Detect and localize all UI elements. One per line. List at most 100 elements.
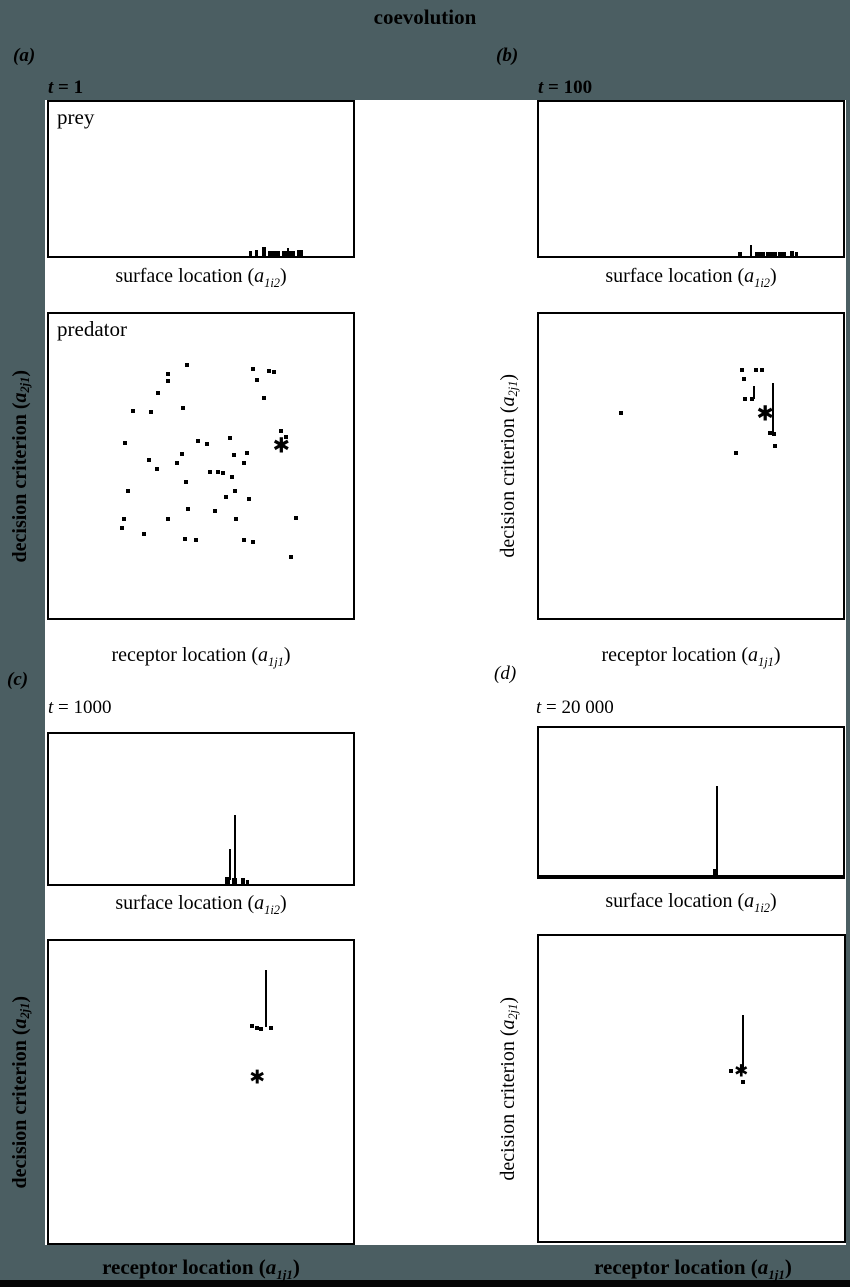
scatter-point	[227, 436, 232, 441]
decision-criterion-label-a: decision criterion (a2j1)	[8, 369, 32, 563]
scatter-point	[183, 479, 188, 484]
histogram-bar	[255, 250, 259, 256]
scatter-point	[241, 461, 246, 465]
panel-a-letter: (a)	[13, 45, 36, 66]
scatter-point	[743, 396, 748, 401]
t-variable: t	[48, 697, 54, 718]
scatter-point	[166, 379, 171, 384]
panel-a-predator-plot: predator ✱	[47, 312, 355, 620]
histogram-bar	[766, 252, 777, 257]
panel-d-predator-plot: ✱	[537, 934, 846, 1243]
surface-location-label-a: surface location (a1i2)	[115, 265, 287, 290]
decision-criterion-label-d: decision criterion (a2j1)	[496, 996, 520, 1181]
scatter-point	[267, 369, 272, 374]
histogram-bar	[262, 247, 267, 256]
histogram-bar	[777, 252, 786, 257]
histogram-bar	[246, 880, 250, 884]
histogram-bar	[750, 245, 753, 256]
panel-c-predator-plot: ✱	[47, 939, 355, 1245]
histogram-bar	[249, 251, 253, 256]
t-value: = 100	[543, 77, 593, 98]
histogram-bar	[240, 878, 246, 884]
scatter-point	[279, 429, 284, 434]
scatter-point	[119, 526, 124, 531]
scatter-point	[221, 471, 226, 475]
receptor-location-label-c: receptor location (a1j1)	[102, 1255, 300, 1283]
surface-location-label-d: surface location (a1i2)	[605, 890, 777, 915]
panel-b-letter: (b)	[496, 45, 519, 66]
scatter-point	[233, 488, 237, 493]
scatter-point	[184, 363, 189, 368]
lineage-line	[265, 969, 268, 1027]
scatter-point	[742, 377, 747, 382]
scatter-point	[272, 370, 277, 375]
scatter-point	[259, 1026, 264, 1031]
scatter-point	[289, 554, 293, 559]
panel-a-time-label: t = 1	[48, 77, 83, 99]
scatter-point	[734, 451, 739, 456]
bottom-black-bar	[0, 1280, 850, 1287]
lineage-line	[753, 386, 755, 399]
scatter-point	[175, 461, 179, 465]
scatter-point	[205, 442, 210, 447]
t-variable: t	[48, 77, 54, 98]
panel-c-prey-plot	[47, 732, 355, 886]
panel-a-prey-plot: prey	[47, 100, 355, 258]
target-star-icon: ✱	[756, 401, 774, 426]
scatter-point	[293, 516, 298, 521]
predator-label: predator	[57, 317, 127, 341]
scatter-point	[250, 1023, 255, 1028]
decision-criterion-label-b: decision criterion (a2j1)	[496, 374, 520, 558]
scatter-point	[269, 1026, 274, 1030]
receptor-location-label-d: receptor location (a1j1)	[594, 1255, 792, 1283]
panel-c-letter: (c)	[7, 669, 29, 690]
panel-b-prey-plot	[537, 100, 845, 258]
scatter-point	[254, 1026, 259, 1030]
scatter-point	[750, 396, 755, 401]
scatter-point	[149, 409, 154, 414]
scatter-point	[261, 395, 266, 400]
panel-d-prey-plot	[537, 726, 845, 879]
target-star-icon: ✱	[734, 1061, 749, 1082]
t-value: = 1	[53, 77, 84, 98]
histogram-bar	[224, 877, 231, 885]
scatter-point	[121, 517, 126, 522]
lineage-line	[771, 383, 774, 433]
scatter-point	[254, 378, 259, 383]
scatter-point	[754, 368, 759, 373]
receptor-location-label-a: receptor location (a1j1)	[111, 644, 291, 669]
prey-label: prey	[57, 105, 95, 129]
t-value: = 20 000	[541, 697, 614, 718]
scatter-point	[728, 1069, 733, 1074]
scatter-point	[250, 367, 255, 372]
target-star-icon: ✱	[272, 433, 291, 458]
scatter-point	[141, 532, 146, 537]
scatter-point	[250, 540, 255, 544]
histogram-bar	[755, 252, 765, 257]
scatter-point	[166, 372, 171, 377]
panel-d-time-label: t = 20 000	[536, 697, 614, 719]
histogram-bar	[789, 251, 794, 256]
scatter-point	[739, 368, 744, 373]
scatter-point	[772, 444, 777, 449]
histogram-bar	[712, 869, 719, 875]
lineage-line	[228, 848, 231, 881]
decision-criterion-label-c: decision criterion (a2j1)	[8, 995, 32, 1189]
scatter-point	[246, 496, 251, 501]
panel-c-time-label: t = 1000	[48, 697, 112, 719]
scatter-point	[155, 467, 160, 471]
target-star-icon: ✱	[249, 1066, 266, 1089]
lineage-line	[234, 814, 237, 882]
scatter-point	[156, 391, 161, 395]
histogram-bar	[231, 878, 237, 884]
histogram-bar	[296, 250, 303, 256]
scatter-point	[216, 469, 221, 474]
scatter-point	[122, 441, 127, 446]
panel-b-time-label: t = 100	[538, 77, 592, 99]
scatter-point	[618, 410, 623, 415]
scatter-point	[182, 537, 187, 541]
t-variable: t	[536, 697, 542, 718]
histogram-bar	[268, 251, 281, 256]
scatter-point	[244, 451, 249, 456]
